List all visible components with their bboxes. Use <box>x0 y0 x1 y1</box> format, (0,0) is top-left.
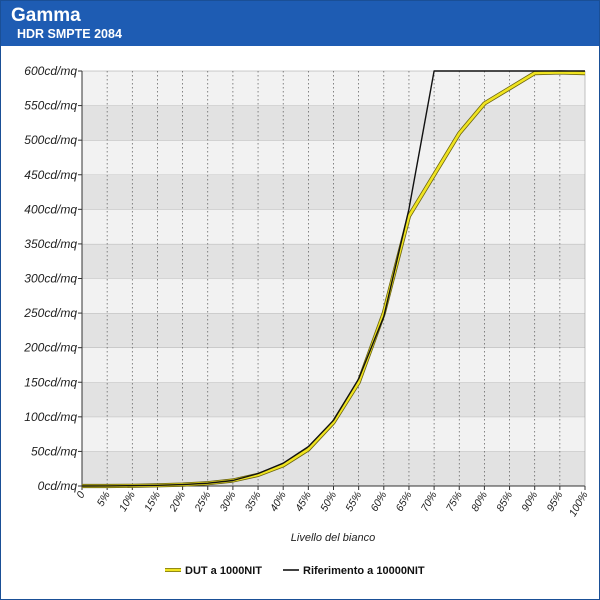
y-tick-label: 400cd/mq <box>24 202 77 216</box>
chart-header: Gamma HDR SMPTE 2084 <box>1 1 599 46</box>
chart-subtitle: HDR SMPTE 2084 <box>17 27 122 41</box>
x-tick-labels: 0 5% 10% 15% 20% 25% 30% 35% 40% 45% 50% 55% 60% 65% 7… <box>74 489 590 518</box>
y-tick-label: 250cd/mq <box>23 306 77 320</box>
x-tick-label: 20% <box>167 490 188 515</box>
plot-band <box>82 347 585 383</box>
y-tick-label: 300cd/mq <box>24 272 77 286</box>
y-tick-label: 500cd/mq <box>24 133 77 147</box>
x-tick-label: 25% <box>192 490 213 515</box>
legend-item-dut: DUT a 1000NIT <box>165 565 262 577</box>
y-tick-label: 200cd/mq <box>23 341 77 355</box>
x-tick-label: 90% <box>519 490 540 514</box>
x-tick-label: 50% <box>318 490 339 514</box>
chart-title: Gamma <box>11 5 81 26</box>
y-tick-label: 600cd/mq <box>24 64 77 78</box>
y-tick-label: 550cd/mq <box>24 99 77 113</box>
legend-item-reference: Riferimento a 10000NIT <box>283 565 425 577</box>
x-tick-label: 55% <box>343 490 364 514</box>
legend-label: Riferimento a 10000NIT <box>303 565 425 577</box>
x-axis-label: Livello del bianco <box>291 532 375 544</box>
series-lines <box>81 70 586 489</box>
y-tick-label: 150cd/mq <box>24 375 77 389</box>
x-tick-label: 75% <box>444 490 465 514</box>
x-tick-label: 40% <box>268 490 289 514</box>
y-tick-label: 0cd/mq <box>38 479 78 493</box>
x-tick-label: 85% <box>494 490 515 514</box>
plot-band <box>82 105 585 141</box>
y-tick-labels: 0cd/mq 50cd/mq 100cd/mq 150cd/mq 200cd/mq 250… <box>23 64 77 493</box>
y-tick-label: 50cd/mq <box>31 444 77 458</box>
plot-band <box>82 243 585 279</box>
x-tick-label: 15% <box>142 490 163 514</box>
plot-band <box>82 313 585 348</box>
plot-band <box>82 140 585 175</box>
legend-label: DUT a 1000NIT <box>185 565 262 577</box>
vertical-grid <box>106 71 561 486</box>
y-tick-label: 100cd/mq <box>24 410 77 424</box>
y-tick-label: 350cd/mq <box>24 237 77 251</box>
x-tick-label: 60% <box>368 490 389 514</box>
x-tick-label: 65% <box>394 490 415 514</box>
reference-series-line <box>81 70 585 487</box>
legend: DUT a 1000NIT Riferimento a 10000NIT <box>165 565 425 577</box>
x-tick-label: 0 <box>74 489 87 500</box>
x-tick-label: 45% <box>293 490 314 514</box>
x-tick-label: 70% <box>419 490 440 514</box>
x-tick-label: 30% <box>218 490 239 514</box>
x-tick-label: 10% <box>117 490 138 514</box>
plot-band <box>82 209 585 244</box>
y-tick-label: 450cd/mq <box>24 168 77 182</box>
plot-band <box>82 451 585 486</box>
x-tick-label: 5% <box>95 490 113 509</box>
x-tick-label: 100% <box>567 490 591 519</box>
x-tick-label: 95% <box>545 490 566 514</box>
x-tick-label: 35% <box>243 490 264 514</box>
x-tick-label: 80% <box>469 490 490 514</box>
